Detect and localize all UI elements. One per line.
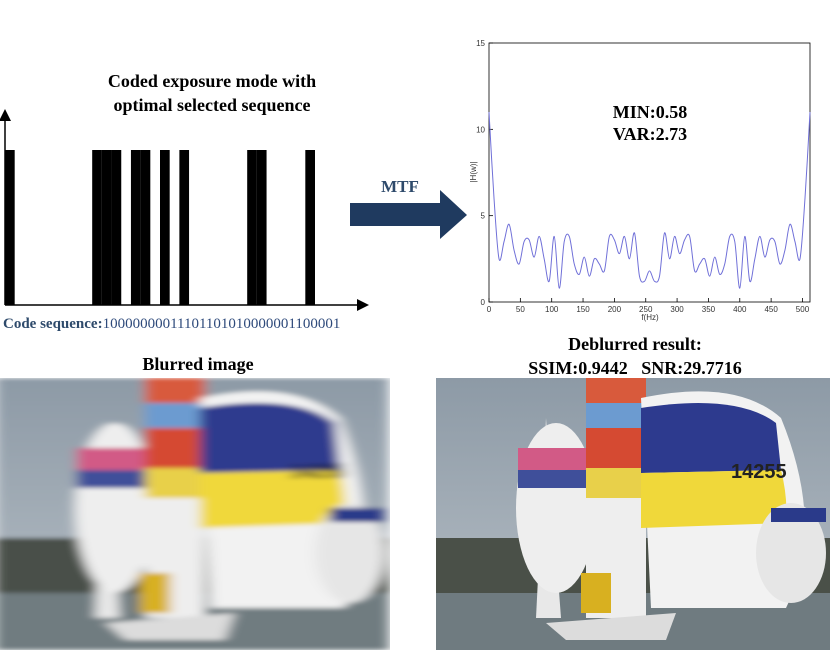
code-bar bbox=[256, 150, 267, 305]
y-tick-label: 0 bbox=[481, 298, 486, 307]
code-sequence: 10000000011101101010000001100001 bbox=[103, 316, 341, 332]
x-axis-label: f(Hz) bbox=[641, 313, 659, 322]
code-bar bbox=[160, 150, 170, 305]
code-bar bbox=[140, 150, 151, 305]
photo-title: Deblurred result: bbox=[568, 334, 702, 354]
x-tick-label: 100 bbox=[545, 305, 559, 314]
code-bar bbox=[92, 150, 102, 305]
code-bar bbox=[247, 150, 257, 305]
plot-frame bbox=[488, 42, 811, 303]
y-tick-label: 15 bbox=[476, 39, 485, 48]
arrow-label: MTF bbox=[381, 177, 419, 196]
x-tick-label: 350 bbox=[702, 305, 716, 314]
photo-metrics: SSIM:0.9442 SNR:29.7716 bbox=[528, 358, 742, 378]
x-tick-label: 50 bbox=[516, 305, 525, 314]
code-text: Code sequence:10000000011101101010000001… bbox=[3, 316, 340, 332]
line bbox=[488, 112, 811, 289]
x-tick-label: 450 bbox=[764, 305, 778, 314]
y-tick-label: 10 bbox=[476, 125, 485, 134]
code-bars bbox=[5, 150, 315, 305]
y-axis-label: |H(w)| bbox=[469, 161, 478, 182]
x-tick-label: 500 bbox=[796, 305, 810, 314]
code-bar bbox=[101, 150, 112, 305]
x-tick-label: 150 bbox=[576, 305, 590, 314]
x-tick-label: 400 bbox=[733, 305, 747, 314]
x-tick-label: 300 bbox=[670, 305, 684, 314]
code-bar bbox=[130, 150, 141, 305]
blurred-photo bbox=[0, 378, 389, 650]
code-bar bbox=[5, 150, 15, 305]
diagram-title: optimal selected sequence bbox=[114, 95, 311, 115]
deblurred-photo bbox=[436, 378, 830, 650]
x-tick-label: 250 bbox=[639, 305, 653, 314]
code-bar bbox=[305, 150, 315, 305]
y-tick-label: 5 bbox=[481, 212, 486, 221]
code-bar bbox=[111, 150, 122, 305]
photo-title: Blurred image bbox=[142, 354, 253, 374]
code-bar bbox=[179, 150, 190, 305]
arrow bbox=[350, 190, 467, 239]
diagram-title: Coded exposure mode with bbox=[108, 71, 316, 91]
annotation: MIN:0.58 bbox=[613, 102, 688, 122]
code-label: Code sequence: bbox=[3, 316, 103, 332]
annotation: VAR:2.73 bbox=[613, 124, 687, 144]
x-tick-label: 0 bbox=[487, 305, 492, 314]
x-tick-label: 200 bbox=[608, 305, 622, 314]
